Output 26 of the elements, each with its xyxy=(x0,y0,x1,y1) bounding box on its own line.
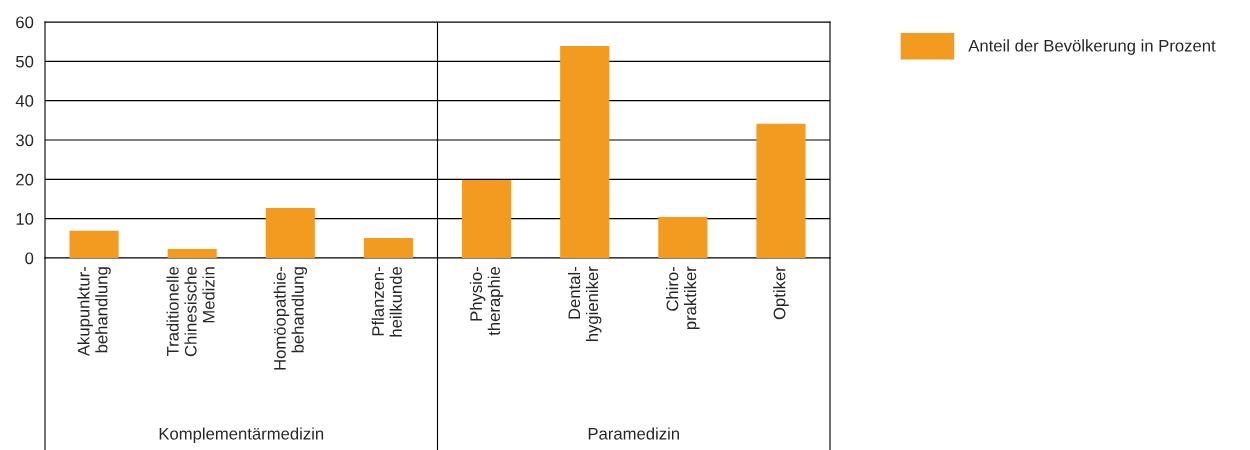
x-tick-label: Traditionelle Chinesische Medizin xyxy=(166,266,215,357)
bar xyxy=(756,123,806,258)
y-tick-label: 0 xyxy=(25,252,34,265)
legend-label: Anteil der Bevölkerung in Prozent xyxy=(968,39,1216,55)
bar xyxy=(462,180,512,258)
y-tick-label: 10 xyxy=(16,213,34,225)
bar xyxy=(265,208,315,258)
y-tick-label: 50 xyxy=(16,55,34,68)
x-tick-label: Pflanzen- heilkunde xyxy=(371,267,402,337)
bar xyxy=(69,230,119,258)
bar xyxy=(363,237,413,258)
y-tick-label: 40 xyxy=(15,95,34,107)
x-tick-label: Homöopathie- behandlung xyxy=(273,266,308,370)
x-tick-label: Chiro- praktiker xyxy=(666,266,700,330)
x-tick-label: Physio- theraphie xyxy=(469,266,504,336)
y-tick-label: 20 xyxy=(16,173,34,186)
text: Paramedizin xyxy=(588,427,679,440)
x-tick-label: Optiker xyxy=(773,266,789,320)
bar xyxy=(658,217,708,258)
y-tick-label: 30 xyxy=(15,134,34,147)
x-tick-label: Dental- hygieniker xyxy=(567,266,602,342)
bar xyxy=(560,45,610,258)
text: Komplementärmedizin xyxy=(159,427,324,443)
x-tick-label: Akupunktur- behandlung xyxy=(77,266,111,357)
bar xyxy=(167,248,217,258)
y-tick-label: 60 xyxy=(16,16,34,29)
